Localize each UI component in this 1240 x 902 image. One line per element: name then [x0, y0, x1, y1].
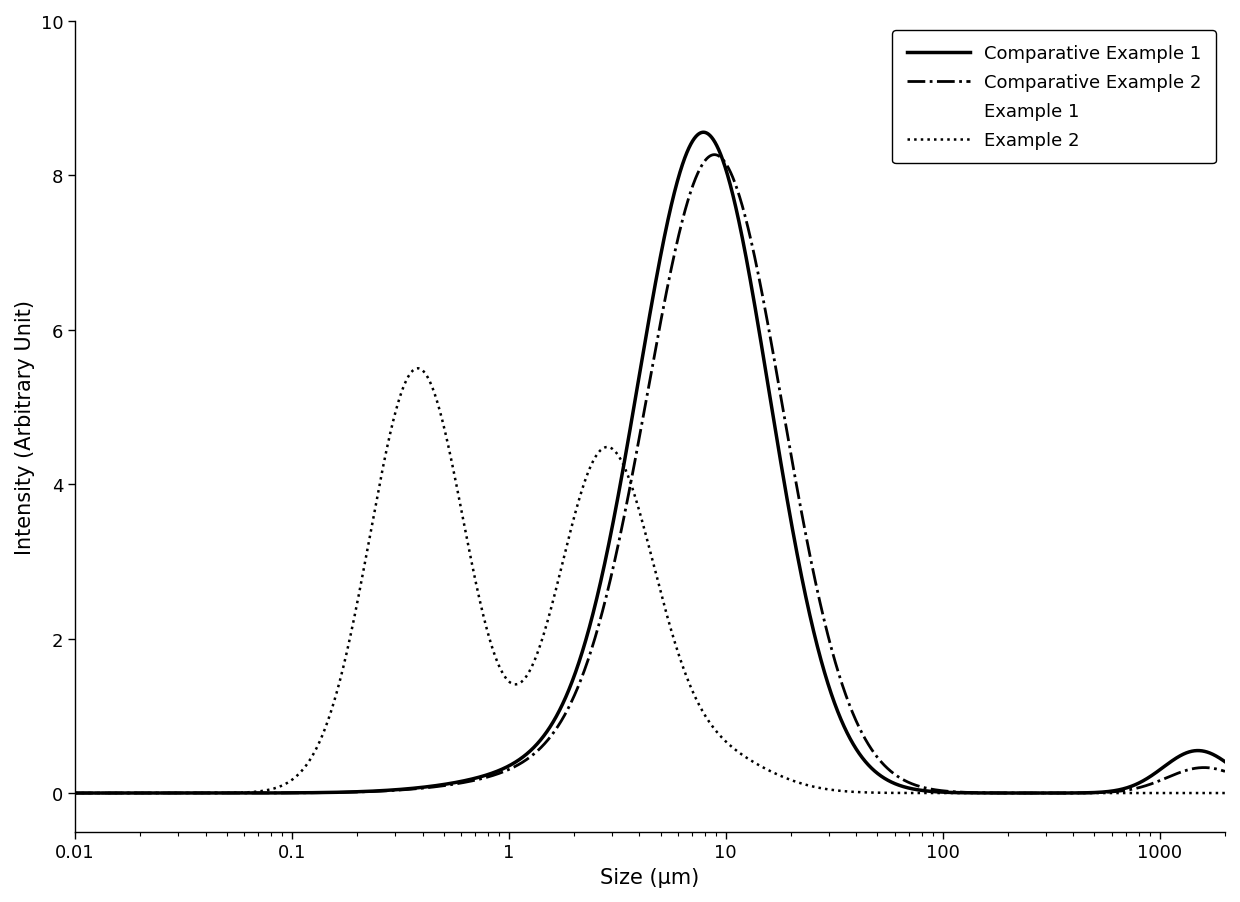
Comparative Example 2 [707, 150, 722, 161]
Comparative Example 1 [799, 592, 813, 603]
Line: Example 2: Example 2 [74, 369, 1225, 793]
Line: Comparative Example 1: Comparative Example 1 [74, 133, 1225, 793]
Comparative Example 2 [799, 529, 813, 540]
Example 2 [920, 787, 935, 798]
Legend: Comparative Example 1, Comparative Example 2, Example 1, Example 2: Comparative Example 1, Comparative Examp… [892, 31, 1216, 164]
Comparative Example 1 [696, 128, 711, 139]
Comparative Example 1 [1218, 757, 1233, 768]
Example 2 [484, 640, 498, 651]
Comparative Example 2 [1218, 766, 1233, 777]
Comparative Example 2 [484, 770, 498, 781]
Comparative Example 2 [125, 787, 140, 798]
Y-axis label: Intensity (Arbitrary Unit): Intensity (Arbitrary Unit) [15, 299, 35, 554]
Comparative Example 1 [920, 786, 935, 796]
X-axis label: Size (μm): Size (μm) [600, 867, 699, 887]
Example 2 [982, 787, 997, 798]
Comparative Example 2 [748, 256, 763, 267]
Comparative Example 1 [484, 769, 498, 779]
Comparative Example 2 [982, 787, 997, 798]
Comparative Example 1 [748, 306, 763, 317]
Example 2 [1218, 787, 1233, 798]
Example 2 [125, 787, 140, 798]
Line: Comparative Example 2: Comparative Example 2 [74, 155, 1225, 793]
Comparative Example 2 [67, 787, 82, 798]
Comparative Example 1 [125, 787, 140, 798]
Example 2 [410, 364, 425, 374]
Example 2 [67, 787, 82, 798]
Comparative Example 2 [920, 783, 935, 794]
Comparative Example 1 [67, 787, 82, 798]
Comparative Example 1 [982, 787, 997, 798]
Example 2 [799, 779, 813, 790]
Example 2 [748, 758, 763, 769]
